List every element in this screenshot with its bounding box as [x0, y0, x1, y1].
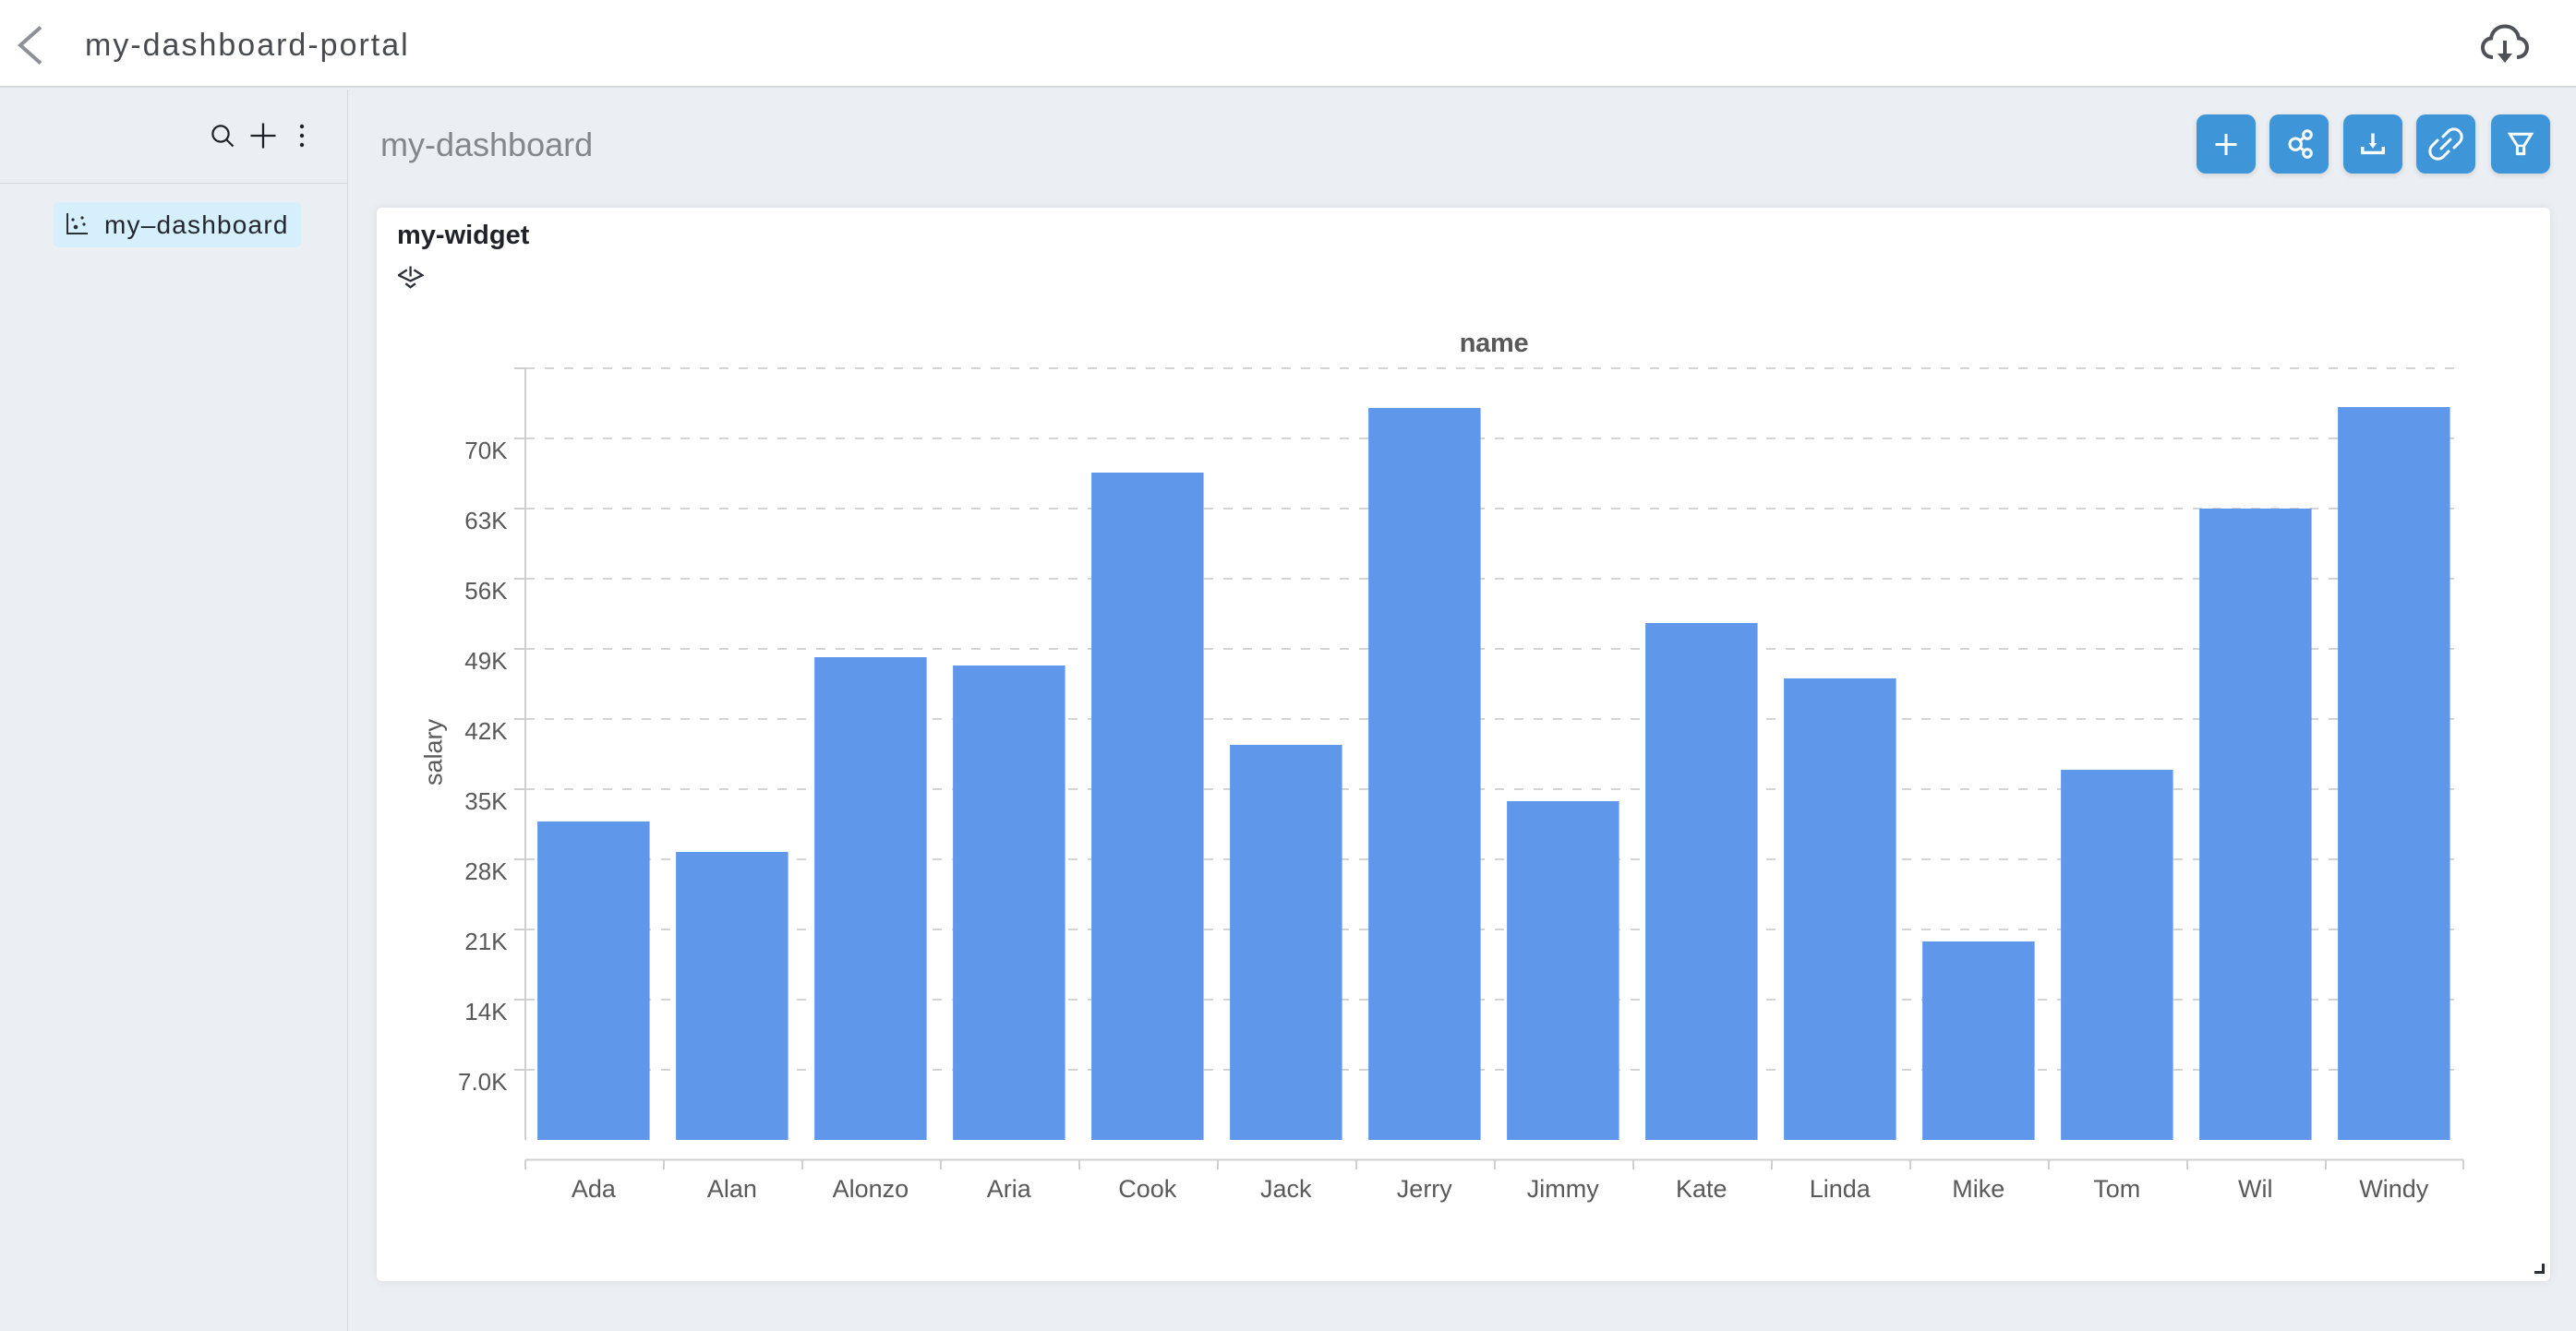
- svg-text:Windy: Windy: [2359, 1175, 2429, 1203]
- svg-text:salary: salary: [420, 718, 448, 785]
- svg-text:Linda: Linda: [1810, 1175, 1872, 1203]
- svg-text:28K: 28K: [464, 857, 508, 885]
- svg-text:Jerry: Jerry: [1397, 1175, 1452, 1203]
- svg-text:35K: 35K: [464, 787, 508, 815]
- svg-text:Jimmy: Jimmy: [1527, 1175, 1599, 1203]
- svg-text:63K: 63K: [464, 507, 508, 534]
- svg-text:Alonzo: Alonzo: [833, 1175, 909, 1203]
- svg-text:Kate: Kate: [1676, 1175, 1727, 1203]
- svg-text:7.0K: 7.0K: [458, 1068, 508, 1096]
- svg-text:70K: 70K: [464, 437, 508, 464]
- svg-text:42K: 42K: [464, 717, 508, 745]
- svg-text:Mike: Mike: [1952, 1175, 2004, 1203]
- svg-text:14K: 14K: [464, 998, 508, 1025]
- svg-text:21K: 21K: [464, 928, 508, 955]
- svg-text:Alan: Alan: [707, 1175, 757, 1203]
- svg-text:Wil: Wil: [2238, 1175, 2272, 1203]
- svg-text:49K: 49K: [464, 647, 508, 675]
- svg-text:Aria: Aria: [987, 1175, 1032, 1203]
- svg-text:name: name: [1460, 329, 1529, 358]
- svg-text:Cook: Cook: [1118, 1175, 1177, 1203]
- svg-text:Jack: Jack: [1260, 1175, 1312, 1203]
- svg-text:Ada: Ada: [572, 1175, 617, 1203]
- svg-text:56K: 56K: [464, 577, 508, 605]
- svg-text:Tom: Tom: [2093, 1175, 2140, 1203]
